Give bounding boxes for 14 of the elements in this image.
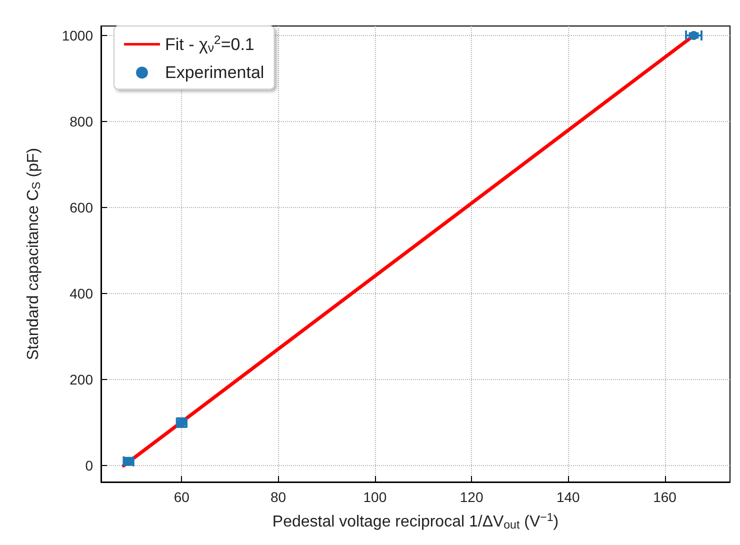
x-tick-label: 120 (460, 489, 484, 505)
x-tick-label: 60 (174, 489, 190, 505)
x-tick-label: 160 (653, 489, 677, 505)
y-tick-label: 600 (70, 200, 94, 216)
y-tick-label: 400 (70, 286, 94, 302)
y-tick-label: 200 (70, 372, 94, 388)
y-tick-label: 800 (70, 114, 94, 130)
legend-label: Experimental (164, 63, 264, 82)
y-tick-label: 1000 (62, 27, 94, 44)
y-tick-label: 0 (85, 458, 94, 474)
x-tick-label: 100 (363, 489, 387, 505)
x-tick-label: 80 (270, 489, 286, 505)
y-axis-title: Standard capacitance CS (pF) (24, 148, 43, 360)
x-tick-label: 140 (556, 489, 580, 505)
